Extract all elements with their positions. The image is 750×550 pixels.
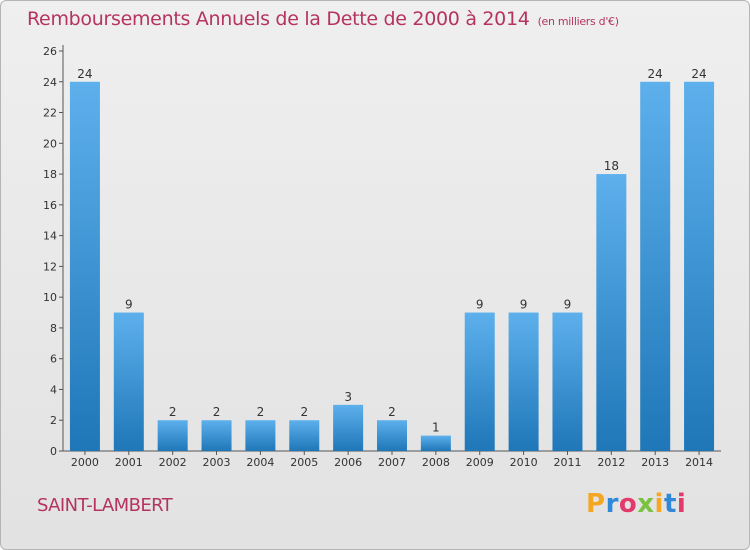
bar: [333, 404, 364, 451]
bar: [201, 420, 232, 451]
bar: [289, 420, 320, 451]
bar: [464, 312, 495, 451]
x-tick-label: 2003: [203, 456, 231, 469]
logo-letter: r: [605, 489, 619, 519]
logo-letter: x: [637, 489, 655, 519]
y-tick-label: 10: [43, 291, 57, 304]
bar-value-label: 1: [432, 421, 440, 435]
bar-value-label: 2: [169, 405, 177, 419]
y-tick-label: 0: [50, 445, 57, 458]
bar-value-label: 9: [520, 298, 528, 312]
x-tick-label: 2002: [159, 456, 187, 469]
x-tick-label: 2014: [685, 456, 713, 469]
chart-title-unit: (en milliers d'€): [537, 15, 619, 28]
x-tick-label: 2007: [378, 456, 406, 469]
bar-value-label: 24: [77, 67, 92, 81]
bar-value-label: 2: [213, 405, 221, 419]
y-tick-label: 14: [43, 230, 57, 243]
logo-letter: P: [586, 489, 606, 519]
bar: [596, 174, 627, 452]
y-tick-label: 12: [43, 260, 57, 273]
x-tick-label: 2012: [597, 456, 625, 469]
y-tick-label: 26: [43, 45, 57, 58]
x-tick-label: 2013: [641, 456, 669, 469]
y-tick-label: 2: [50, 414, 57, 427]
y-tick-label: 22: [43, 107, 57, 120]
x-tick-label: 2006: [334, 456, 362, 469]
bar: [377, 420, 407, 451]
bar-value-label: 24: [648, 67, 663, 81]
bar: [245, 420, 276, 451]
bar: [69, 81, 100, 452]
y-tick-label: 20: [43, 137, 57, 150]
bar-value-label: 9: [125, 298, 133, 312]
bar: [684, 81, 715, 452]
bar-value-label: 18: [604, 159, 619, 173]
chart-title-text: Remboursements Annuels de la Dette de 20…: [27, 8, 530, 30]
bar-value-label: 9: [564, 298, 572, 312]
bar: [552, 312, 583, 451]
y-tick-label: 24: [43, 76, 57, 89]
bar: [508, 312, 539, 451]
x-tick-label: 2005: [290, 456, 318, 469]
proxiti-logo: Proxiti: [586, 489, 686, 519]
x-tick-label: 2009: [466, 456, 494, 469]
bar: [113, 312, 144, 451]
logo-letter: o: [618, 489, 638, 519]
bar-value-label: 24: [691, 67, 706, 81]
commune-name: SAINT-LAMBERT: [37, 495, 173, 516]
y-tick-label: 16: [43, 199, 57, 212]
bar-value-label: 3: [344, 390, 352, 404]
logo-letter: i: [654, 489, 664, 519]
bar: [420, 435, 451, 451]
bar-value-label: 2: [388, 405, 396, 419]
x-tick-label: 2004: [246, 456, 274, 469]
chart-title: Remboursements Annuels de la Dette de 20…: [27, 8, 619, 30]
x-tick-label: 2011: [553, 456, 581, 469]
y-tick-label: 4: [50, 383, 57, 396]
x-tick-label: 2000: [71, 456, 99, 469]
y-tick-label: 18: [43, 168, 57, 181]
bar-value-label: 2: [300, 405, 308, 419]
x-tick-label: 2010: [510, 456, 538, 469]
x-tick-label: 2008: [422, 456, 450, 469]
x-tick-label: 2001: [115, 456, 143, 469]
bar: [157, 420, 188, 451]
bar-value-label: 9: [476, 298, 484, 312]
logo-letter: i: [676, 489, 687, 519]
y-tick-label: 6: [50, 353, 57, 366]
bar-value-label: 2: [257, 405, 265, 419]
y-tick-label: 8: [50, 322, 57, 335]
bar: [640, 81, 671, 452]
logo-letter: t: [663, 489, 677, 519]
